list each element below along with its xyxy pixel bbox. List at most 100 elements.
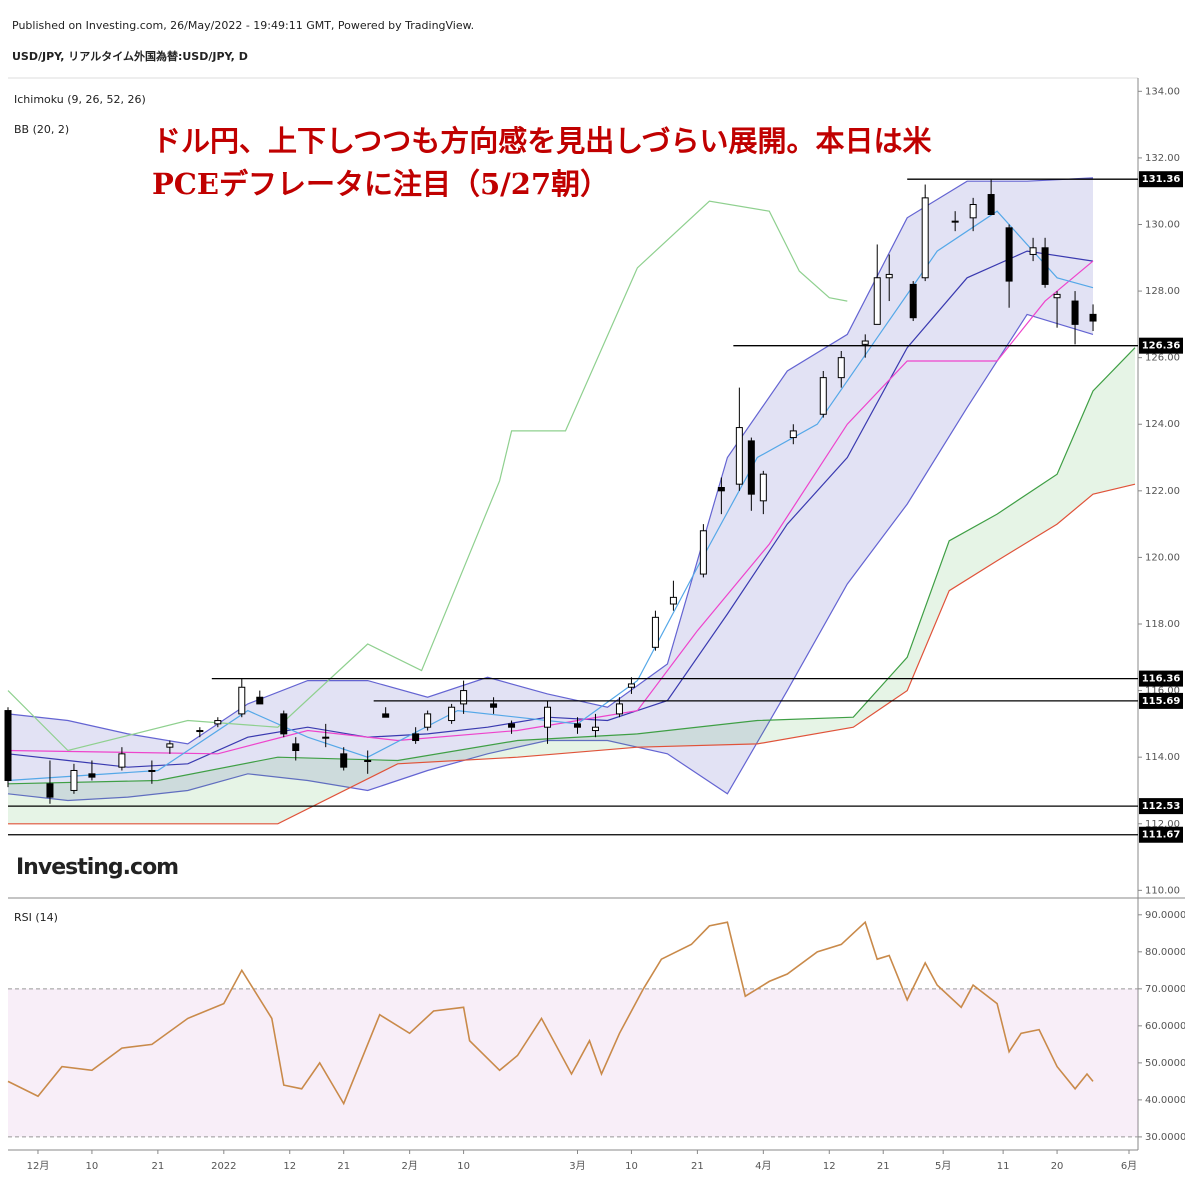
candle-body bbox=[544, 706, 552, 728]
candle-body bbox=[292, 743, 300, 752]
candle-body bbox=[759, 473, 767, 502]
y-tick-label: 132.00 bbox=[1145, 153, 1180, 164]
indicator-line bbox=[7, 210, 1094, 782]
candle-body bbox=[717, 487, 725, 492]
y-tick-label: 126.00 bbox=[1145, 353, 1180, 364]
y-tick-label: 40.0000 bbox=[1145, 1095, 1185, 1106]
candle-body bbox=[951, 220, 959, 223]
candle-body bbox=[340, 753, 348, 768]
band-lower bbox=[8, 483, 1136, 825]
y-tick-label: 130.00 bbox=[1145, 219, 1180, 230]
x-tick-label: 6月 bbox=[1121, 1160, 1137, 1172]
candle-body bbox=[1029, 247, 1037, 255]
y-tick-label: 110.00 bbox=[1145, 885, 1180, 896]
y-tick-label: 122.00 bbox=[1145, 486, 1180, 497]
level-label: 115.69 bbox=[1142, 696, 1181, 707]
candle-body bbox=[196, 730, 204, 733]
candle-body bbox=[1041, 247, 1049, 285]
candle-body bbox=[591, 726, 599, 732]
y-tick-label: 60.0000 bbox=[1145, 1021, 1185, 1032]
candle-body bbox=[1089, 313, 1097, 322]
candle-body bbox=[490, 703, 498, 708]
x-tick-label: 4月 bbox=[755, 1160, 771, 1172]
x-tick-label: 3月 bbox=[569, 1160, 585, 1172]
x-tick-label: 5月 bbox=[935, 1160, 951, 1172]
candle-body bbox=[424, 713, 432, 728]
level-tag bbox=[1139, 171, 1183, 188]
title: PCEデフレータに注目（5/27朝） bbox=[152, 167, 609, 201]
indicator-line bbox=[7, 260, 1094, 755]
band-upper bbox=[7, 347, 1136, 785]
candle-body bbox=[70, 769, 78, 791]
level-label: 112.53 bbox=[1142, 801, 1181, 812]
candle-body bbox=[747, 440, 755, 495]
x-tick-label: 12月 bbox=[27, 1160, 50, 1172]
x-tick-label: 21 bbox=[877, 1161, 890, 1172]
x-tick-label: 21 bbox=[151, 1161, 164, 1172]
y-tick-label: 128.00 bbox=[1145, 286, 1180, 297]
candle-body bbox=[508, 723, 516, 728]
level-tag bbox=[1139, 337, 1183, 354]
candle-body bbox=[166, 743, 174, 748]
candle-body bbox=[4, 710, 12, 781]
candle-body bbox=[573, 723, 581, 728]
candle-body bbox=[909, 283, 917, 319]
candle-body bbox=[382, 713, 390, 718]
indicator-label: BB (20, 2) bbox=[14, 123, 69, 136]
candle-body bbox=[987, 194, 995, 215]
level-tag bbox=[1139, 692, 1183, 709]
level-label: 116.36 bbox=[1142, 674, 1181, 685]
candle-body bbox=[1053, 293, 1061, 299]
y-tick-label: 114.00 bbox=[1145, 752, 1180, 763]
y-tick-label: 70.0000 bbox=[1145, 984, 1185, 995]
candle-body bbox=[921, 197, 929, 279]
candle-body bbox=[789, 430, 797, 439]
candle-body bbox=[1005, 227, 1013, 282]
logo: Investing.com bbox=[16, 855, 178, 880]
candle-body bbox=[322, 736, 330, 739]
y-tick-label: 116.00 bbox=[1145, 686, 1180, 697]
y-tick-label: 80.0000 bbox=[1145, 947, 1185, 958]
candle-body bbox=[364, 760, 372, 762]
x-tick-label: 12 bbox=[823, 1161, 836, 1172]
rsi-line bbox=[7, 920, 1094, 1106]
candle-body bbox=[837, 357, 845, 379]
rsi-panel: 30.0000 40.0000 50.0000 60.0000 70.0000 80.00… bbox=[7, 910, 1185, 1172]
x-tick-label: 11 bbox=[997, 1161, 1010, 1172]
y-tick-label: 30.0000 bbox=[1145, 1132, 1185, 1143]
title: ドル円、上下しつつも方向感を見出しづらい展開。本日は米 bbox=[152, 124, 932, 158]
symbol: USD/JPY, リアルタイム外国為替:USD/JPY, D bbox=[12, 49, 248, 63]
candle-body bbox=[627, 683, 635, 688]
candle-body bbox=[819, 377, 827, 415]
level-tag bbox=[1139, 798, 1183, 815]
y-tick-label: 90.0000 bbox=[1145, 910, 1185, 921]
x-tick-label: 20 bbox=[1051, 1161, 1064, 1172]
rsi-title: RSI (14) bbox=[14, 911, 58, 924]
candle-body bbox=[615, 703, 623, 715]
level-label: 111.67 bbox=[1142, 830, 1181, 841]
y-tick-label: 120.00 bbox=[1145, 552, 1180, 563]
x-tick-label: 21 bbox=[691, 1161, 704, 1172]
candle-body bbox=[88, 773, 96, 778]
candle-body bbox=[460, 690, 468, 705]
candle-body bbox=[118, 753, 126, 768]
candle-body bbox=[46, 783, 54, 798]
band-upper bbox=[7, 177, 1094, 745]
candle-body bbox=[969, 204, 977, 219]
price-panel: 110.00 112.00 114.00 116.00 118.00 120.00 122.… bbox=[4, 86, 1183, 896]
indicator-label: Ichimoku (9, 26, 52, 26) bbox=[14, 93, 146, 106]
candle-body bbox=[861, 340, 869, 345]
y-tick-label: 50.0000 bbox=[1145, 1058, 1185, 1069]
y-tick-label: 112.00 bbox=[1145, 819, 1180, 830]
x-tick-label: 2月 bbox=[401, 1160, 417, 1172]
x-tick-label: 10 bbox=[86, 1161, 99, 1172]
candle-body bbox=[148, 769, 156, 772]
candle-body bbox=[214, 720, 222, 725]
candle-body bbox=[651, 616, 659, 648]
level-label: 131.36 bbox=[1142, 174, 1181, 185]
candle-body bbox=[873, 277, 881, 325]
level-tag bbox=[1139, 670, 1183, 687]
x-tick-label: 10 bbox=[625, 1161, 638, 1172]
candle-body bbox=[1071, 300, 1079, 325]
